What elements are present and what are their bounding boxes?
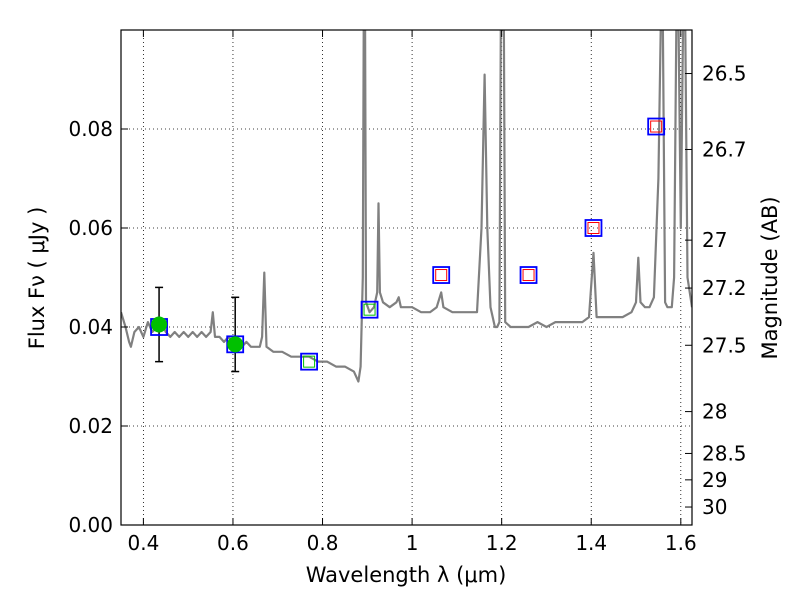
blue-square-marker bbox=[300, 352, 318, 371]
green-square-marker bbox=[303, 355, 316, 368]
x-axis-title: Wavelength λ (μm) bbox=[306, 563, 507, 587]
blue-square-marker bbox=[432, 266, 451, 284]
marker-group bbox=[150, 117, 666, 373]
x-tick-label: 1 bbox=[406, 531, 419, 555]
x-tick-label: 0.6 bbox=[217, 531, 249, 555]
y2-tick-label: 28 bbox=[702, 400, 727, 424]
y2-tick-label: 27.2 bbox=[702, 276, 747, 300]
red-square-marker bbox=[435, 269, 448, 282]
y-tick-label: 0.02 bbox=[68, 414, 113, 438]
blue-square-marker bbox=[584, 219, 603, 237]
blue-square-marker bbox=[647, 117, 666, 136]
grid-lines bbox=[121, 30, 692, 526]
y-tick-label: 0.00 bbox=[68, 513, 113, 537]
x-tick-label: 0.8 bbox=[307, 531, 339, 555]
y2-axis-title: Magnitude (AB) bbox=[758, 196, 782, 359]
green-flux-point bbox=[151, 316, 168, 333]
y2-tick-label: 28.5 bbox=[702, 441, 747, 465]
spectrum-line bbox=[121, 30, 692, 383]
red-square-marker bbox=[650, 120, 663, 133]
y2-tick-label: 26.5 bbox=[702, 62, 747, 86]
y-tick-label: 0.08 bbox=[68, 117, 113, 141]
y2-tick-label: 29 bbox=[702, 468, 727, 492]
spectrum-line-group bbox=[121, 30, 692, 383]
x-tick-label: 1.4 bbox=[575, 531, 607, 555]
y2-tick-label: 30 bbox=[702, 495, 727, 519]
y2-tick-label: 26.7 bbox=[702, 137, 747, 161]
ticks-group: 0.4 0.6 0.8 1 1.2 1.4 1.6 0.00 0.02 0.04 0.06 0.08 2… bbox=[68, 30, 747, 555]
x-tick-label: 0.4 bbox=[127, 531, 159, 555]
green-flux-point bbox=[227, 336, 244, 353]
y-axis-title: Flux Fν ( μJy ) bbox=[25, 207, 49, 350]
green-square-marker bbox=[363, 303, 376, 316]
y-tick-label: 0.04 bbox=[68, 315, 113, 339]
x-tick-label: 1.2 bbox=[486, 531, 518, 555]
y2-tick-label: 27 bbox=[702, 228, 727, 252]
plot-frame bbox=[120, 29, 693, 526]
y-tick-label: 0.06 bbox=[68, 216, 113, 240]
blue-square-marker bbox=[360, 300, 379, 319]
red-square-marker bbox=[522, 269, 535, 282]
y2-tick-label: 27.5 bbox=[702, 333, 747, 357]
x-tick-label: 1.6 bbox=[665, 531, 697, 555]
red-square-marker bbox=[587, 222, 600, 234]
blue-square-marker bbox=[519, 266, 538, 284]
